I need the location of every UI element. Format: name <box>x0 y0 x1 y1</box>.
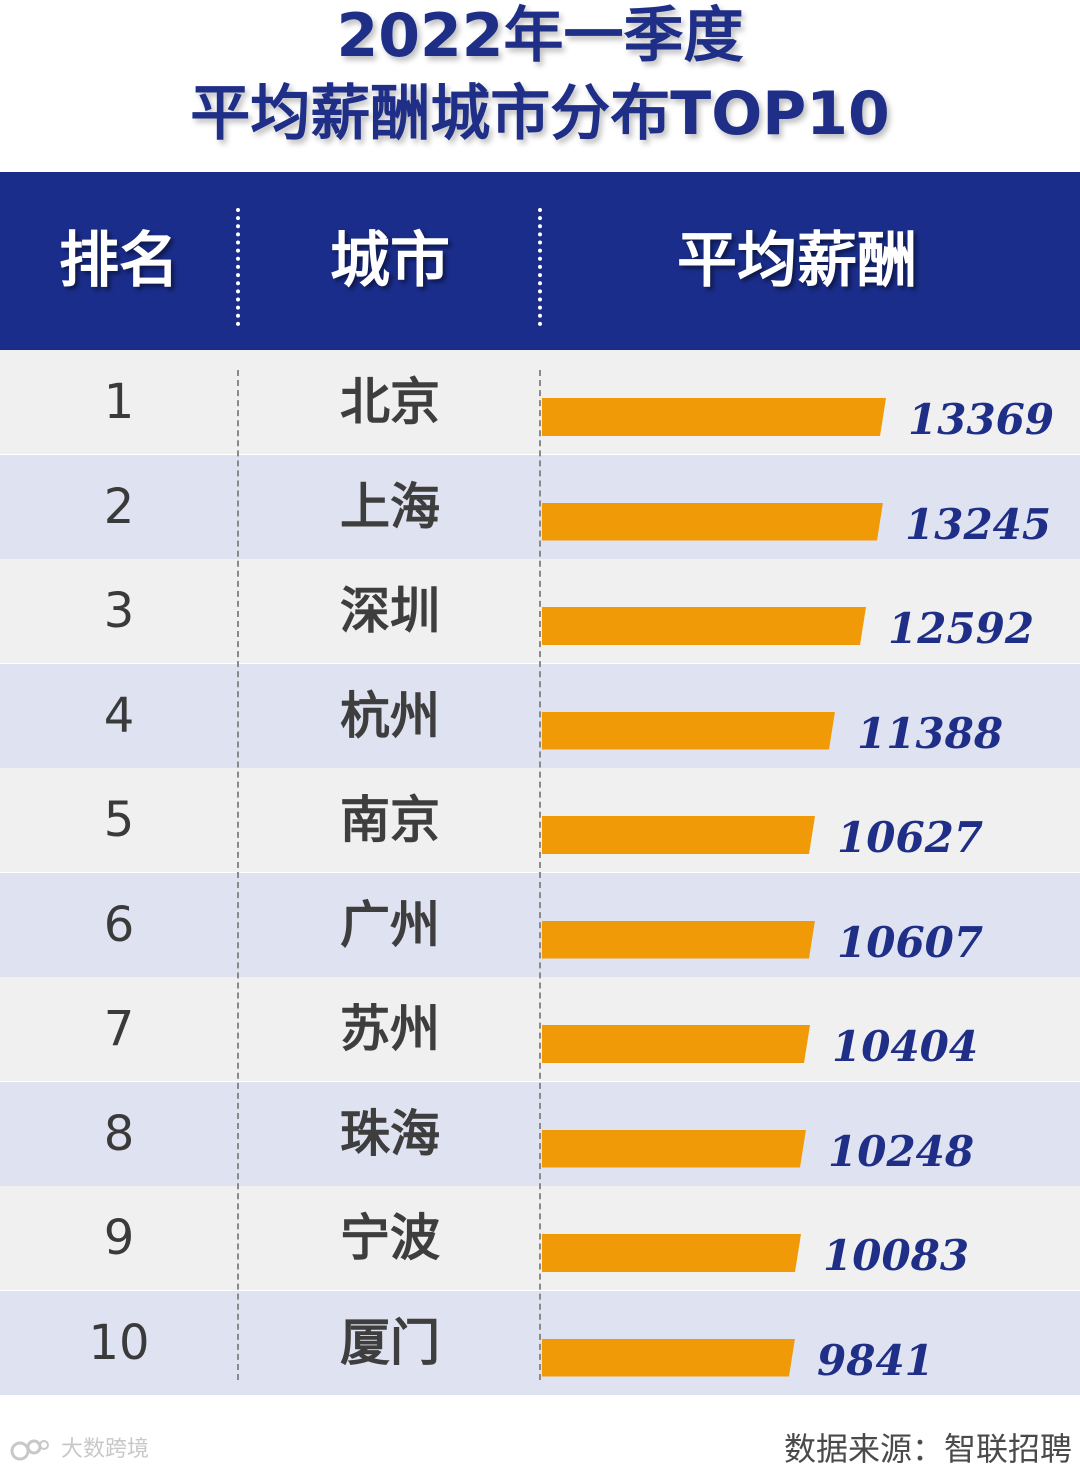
city-label: 宁波 <box>340 1209 440 1267</box>
rank-label: 10 <box>88 1314 150 1371</box>
salary-value-label: 10607 <box>837 917 984 967</box>
city-label: 珠海 <box>340 1104 440 1163</box>
salary-value-label: 10627 <box>837 813 984 862</box>
salary-bar <box>542 712 835 750</box>
salary-value-label: 12592 <box>888 604 1035 653</box>
city-label: 南京 <box>340 791 440 849</box>
rank-label: 7 <box>103 1001 135 1057</box>
header-city: 城市 <box>330 226 450 296</box>
salary-value-label: 11388 <box>857 708 1004 758</box>
column-divider <box>237 370 239 1380</box>
header-salary: 平均薪酬 <box>677 226 917 296</box>
rank-label: 2 <box>103 478 135 535</box>
watermark-text: 大数跨境 <box>61 1437 150 1462</box>
salary-value-label: 9841 <box>817 1335 934 1385</box>
header-separator <box>538 208 542 326</box>
header-separator <box>236 208 240 326</box>
chart-title: 2022年一季度 平均薪酬城市分布TOP10 <box>0 0 1080 170</box>
rank-label: 1 <box>103 374 135 430</box>
column-divider <box>539 370 541 1380</box>
city-label: 杭州 <box>340 686 440 745</box>
title-line-2: 平均薪酬城市分布TOP10 <box>190 79 890 149</box>
rank-label: 8 <box>103 1105 135 1162</box>
rank-label: 9 <box>103 1210 135 1266</box>
rank-label: 3 <box>103 583 135 639</box>
salary-bar <box>542 607 866 645</box>
salary-bar <box>542 816 815 854</box>
weibo-style-logo-icon <box>10 1439 49 1461</box>
salary-value-label: 13245 <box>905 499 1052 549</box>
rank-label: 5 <box>103 792 135 848</box>
rank-label: 4 <box>103 687 135 744</box>
salary-value-label: 10404 <box>832 1022 979 1071</box>
salary-bar <box>542 1130 806 1168</box>
salary-bar <box>542 921 815 959</box>
city-label: 广州 <box>340 895 440 954</box>
data-source: 数据来源：智联招聘 <box>783 1430 1072 1468</box>
city-label: 上海 <box>340 477 440 536</box>
salary-value-label: 10248 <box>828 1126 975 1176</box>
salary-bar <box>542 1339 795 1377</box>
salary-value-label: 13369 <box>908 395 1055 444</box>
salary-bar <box>542 1025 810 1063</box>
city-label: 深圳 <box>340 582 440 640</box>
salary-bar <box>542 503 883 541</box>
header-rank: 排名 <box>59 226 179 296</box>
watermark: 大数跨境 <box>10 1432 149 1468</box>
city-label: 厦门 <box>340 1313 440 1372</box>
rank-label: 6 <box>103 896 135 953</box>
city-label: 苏州 <box>340 1000 440 1058</box>
salary-bar <box>542 1234 801 1272</box>
salary-value-label: 10083 <box>823 1231 970 1280</box>
city-label: 北京 <box>340 373 440 431</box>
title-line-1: 2022年一季度 <box>336 1 744 71</box>
salary-bar <box>542 398 886 436</box>
